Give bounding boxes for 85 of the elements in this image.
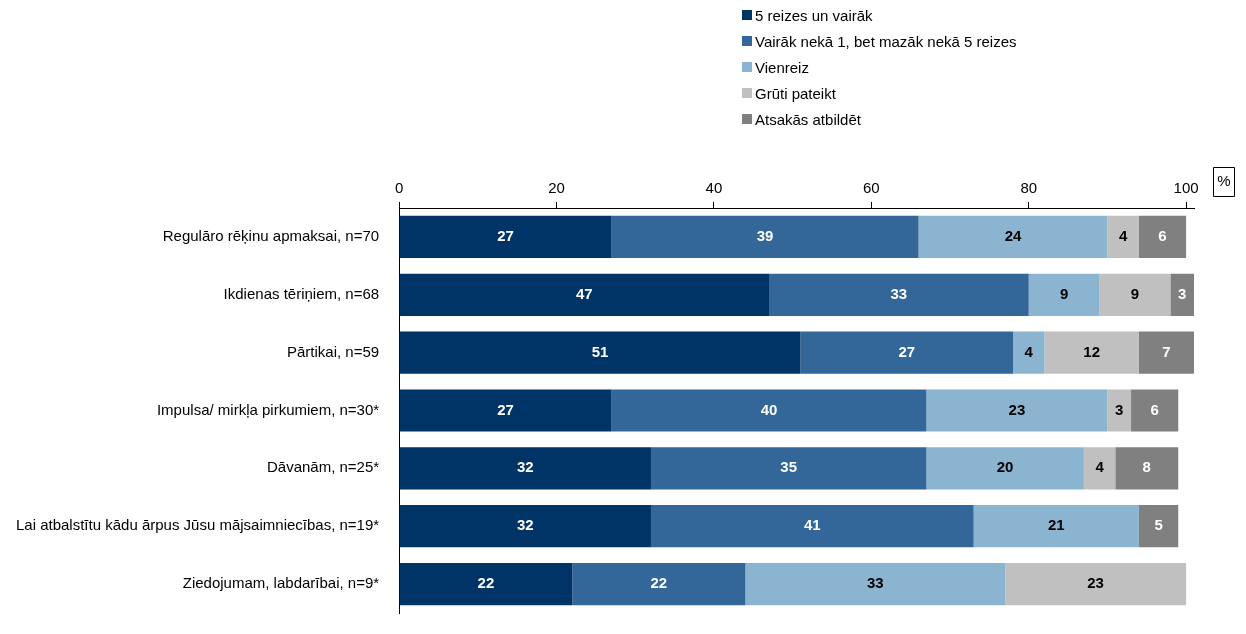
data-label: 23 xyxy=(1087,574,1104,592)
y-tick-label: Ziedojumam, labdarībai, n=9* xyxy=(182,574,380,592)
y-tick-label: Ikdienas tēriņiem, n=68 xyxy=(223,284,380,302)
legend-label: 5 reizes un vairāk xyxy=(755,6,873,24)
y-tick-label: Regulāro rēķinu apmaksai, n=70 xyxy=(162,227,380,245)
data-label: 9 xyxy=(1059,284,1069,302)
bar xyxy=(1138,331,1194,374)
bar xyxy=(1005,562,1187,606)
data-label: 33 xyxy=(890,284,908,302)
data-label: 4 xyxy=(1024,342,1034,360)
bar xyxy=(611,215,919,259)
x-tick-label: 20 xyxy=(548,179,565,197)
data-label: 27 xyxy=(898,342,916,360)
bar xyxy=(1012,331,1045,374)
data-label: 32 xyxy=(516,516,534,534)
bar xyxy=(399,447,651,490)
bar xyxy=(399,273,770,316)
bar xyxy=(572,562,746,606)
bar xyxy=(1107,389,1132,432)
data-label: 20 xyxy=(996,458,1014,476)
data-label: 21 xyxy=(1047,516,1065,534)
x-axis-title: % xyxy=(1217,172,1231,190)
data-label: 32 xyxy=(516,458,534,476)
data-label: 4 xyxy=(1119,227,1128,245)
bar xyxy=(1028,273,1100,316)
y-tick-label: Lai atbalstītu kādu ārpus Jūsu mājsaimniecības, n=19* xyxy=(15,516,380,534)
bar xyxy=(399,562,573,606)
data-label: 7 xyxy=(1162,342,1171,360)
data-label: 41 xyxy=(803,516,821,534)
bar xyxy=(1044,331,1139,374)
y-tick-label: Impulsa/ mirkļa pirkumiem, n=30* xyxy=(156,400,380,418)
data-label: 6 xyxy=(1158,227,1167,245)
bar xyxy=(399,505,651,548)
data-label: 27 xyxy=(497,400,514,418)
bar xyxy=(918,215,1108,259)
data-label: 40 xyxy=(760,400,778,418)
bar xyxy=(399,331,801,374)
bar xyxy=(1170,273,1194,316)
bar xyxy=(800,331,1013,374)
legend-label: Vienreiz xyxy=(755,58,809,76)
data-label: 9 xyxy=(1130,284,1140,302)
bar xyxy=(650,447,927,490)
data-label: 22 xyxy=(650,574,668,592)
data-label: 27 xyxy=(497,227,514,245)
bar xyxy=(973,505,1139,548)
x-tick-label: 80 xyxy=(1020,179,1038,197)
data-label: 23 xyxy=(1008,400,1026,418)
bar xyxy=(1107,215,1139,259)
bar xyxy=(745,562,1006,606)
bar xyxy=(1138,505,1179,548)
bar xyxy=(399,389,612,432)
y-tick-label: Dāvanām, n=25* xyxy=(266,458,380,476)
legend-label: Grūti pateikt xyxy=(755,84,836,102)
data-label: 24 xyxy=(1004,227,1022,245)
data-label: 3 xyxy=(1178,284,1187,302)
bar xyxy=(1083,447,1116,490)
x-tick-label: 40 xyxy=(705,179,723,197)
bar xyxy=(926,447,1084,490)
data-label: 47 xyxy=(575,284,593,302)
bar xyxy=(769,273,1029,316)
legend-label: Vairāk nekā 1, bet mazāk nekā 5 reizes xyxy=(755,32,1017,50)
data-label: 6 xyxy=(1150,400,1159,418)
x-tick-label: 100 xyxy=(1173,179,1199,197)
data-label: 35 xyxy=(780,458,798,476)
data-label: 22 xyxy=(477,574,495,592)
bar xyxy=(611,389,927,432)
data-label: 39 xyxy=(756,227,774,245)
legend-label: Atsakās atbildēt xyxy=(755,110,861,128)
data-label: 8 xyxy=(1142,458,1151,476)
data-label: 12 xyxy=(1083,342,1101,360)
bar xyxy=(926,389,1108,432)
x-tick-label: 0 xyxy=(394,179,404,197)
x-tick-label: 60 xyxy=(862,179,880,197)
data-label: 5 xyxy=(1154,516,1163,534)
bar xyxy=(1099,273,1171,316)
data-label: 51 xyxy=(591,342,609,360)
data-label: 33 xyxy=(866,574,884,592)
bar xyxy=(650,505,974,548)
data-label: 4 xyxy=(1095,458,1105,476)
bar xyxy=(1138,215,1187,259)
bar xyxy=(1131,389,1179,432)
data-label: 3 xyxy=(1115,400,1124,418)
y-tick-label: Pārtikai, n=59 xyxy=(286,342,380,360)
bar xyxy=(399,215,612,259)
bar xyxy=(1115,447,1179,490)
